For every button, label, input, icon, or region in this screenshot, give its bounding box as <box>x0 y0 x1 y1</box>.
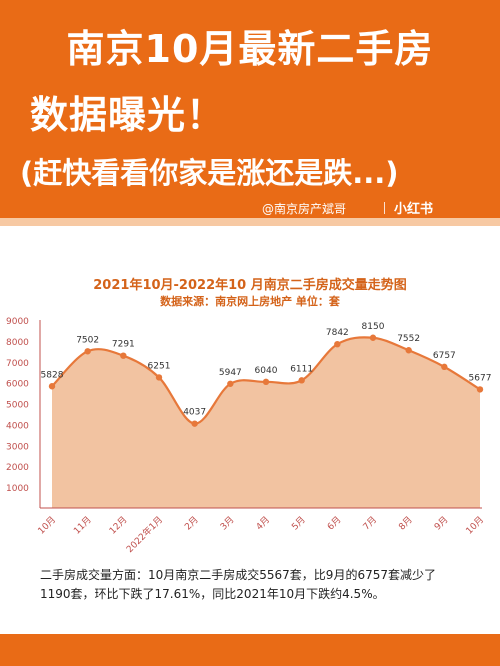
x-tick-label: 10月 <box>36 514 58 536</box>
summary-note: 二手房成交量方面：10月南京二手房成交5567套，比9月的6757套减少了119… <box>40 568 436 601</box>
chart-subtitle: 数据来源：南京网上房地产 单位：套 <box>160 295 340 308</box>
header-banner: 南京10月最新二手房 数据曝光！ (赶快看看你家是涨还是跌...) @南京房产斌… <box>0 0 500 218</box>
y-tick-label: 1000 <box>6 484 29 494</box>
x-tick-label: 2月 <box>183 514 201 532</box>
y-tick-label: 2000 <box>6 463 29 473</box>
data-point <box>191 420 198 427</box>
data-label: 6111 <box>290 364 313 374</box>
x-tick-label: 12月 <box>107 514 129 536</box>
y-tick-label: 7000 <box>6 359 29 369</box>
x-tick-label: 5月 <box>290 514 308 532</box>
y-tick-label: 3000 <box>6 442 29 452</box>
x-tick-label: 9月 <box>432 514 450 532</box>
footer-bar <box>0 634 500 666</box>
x-tick-label: 6月 <box>325 514 343 532</box>
x-tick-label: 3月 <box>218 514 236 532</box>
data-point <box>441 363 448 371</box>
data-label: 7291 <box>112 340 135 350</box>
data-point <box>120 352 127 359</box>
title-line-3: (赶快看看你家是涨还是跌...) <box>20 156 399 190</box>
y-tick-label: 5000 <box>6 401 29 411</box>
data-label: 5828 <box>41 370 64 380</box>
data-label: 8150 <box>362 322 385 332</box>
x-tick-label: 4月 <box>254 514 272 532</box>
divider <box>384 202 385 214</box>
data-point <box>334 340 341 348</box>
data-point <box>476 386 484 393</box>
data-label: 6040 <box>255 366 278 376</box>
title-line-2: 数据曝光！ <box>30 93 226 137</box>
area-chart: 1000 2000 3000 4000 5000 6000 7000 8000 9000 5828… <box>6 317 492 555</box>
y-tick-label: 6000 <box>6 380 29 390</box>
x-tick-label: 2022年1月 <box>124 514 165 555</box>
data-point <box>84 348 91 355</box>
x-tick-label: 7月 <box>361 514 379 532</box>
data-point <box>298 377 305 384</box>
banner-underline <box>0 218 500 226</box>
data-label: 5947 <box>219 368 242 378</box>
author-handle: @南京房产斌哥 <box>262 202 347 216</box>
y-tick-label: 9000 <box>6 317 29 327</box>
data-label: 5677 <box>469 373 492 383</box>
data-label: 7552 <box>397 334 420 344</box>
x-tick-label: 8月 <box>397 514 415 532</box>
data-point <box>405 347 412 354</box>
chart-title: 2021年10月-2022年10 月南京二手房成交量走势图 <box>93 278 407 293</box>
data-label: 4037 <box>183 408 206 418</box>
x-tick-label: 10月 <box>464 514 486 536</box>
data-label: 6251 <box>148 361 171 371</box>
area-fill <box>52 337 480 508</box>
title-line-1: 南京10月最新二手房 <box>66 27 434 71</box>
data-label: 7842 <box>326 328 349 338</box>
data-point <box>369 334 377 341</box>
data-label: 6757 <box>433 351 456 361</box>
x-tick-label: 11月 <box>72 514 94 536</box>
data-label: 7502 <box>76 335 99 345</box>
y-tick-label: 4000 <box>6 421 29 431</box>
data-point <box>262 378 270 386</box>
data-point <box>48 383 56 390</box>
data-point <box>227 380 234 387</box>
brand-logo: 小红书 <box>394 202 434 217</box>
y-tick-label: 8000 <box>6 338 29 348</box>
data-point <box>155 374 163 381</box>
